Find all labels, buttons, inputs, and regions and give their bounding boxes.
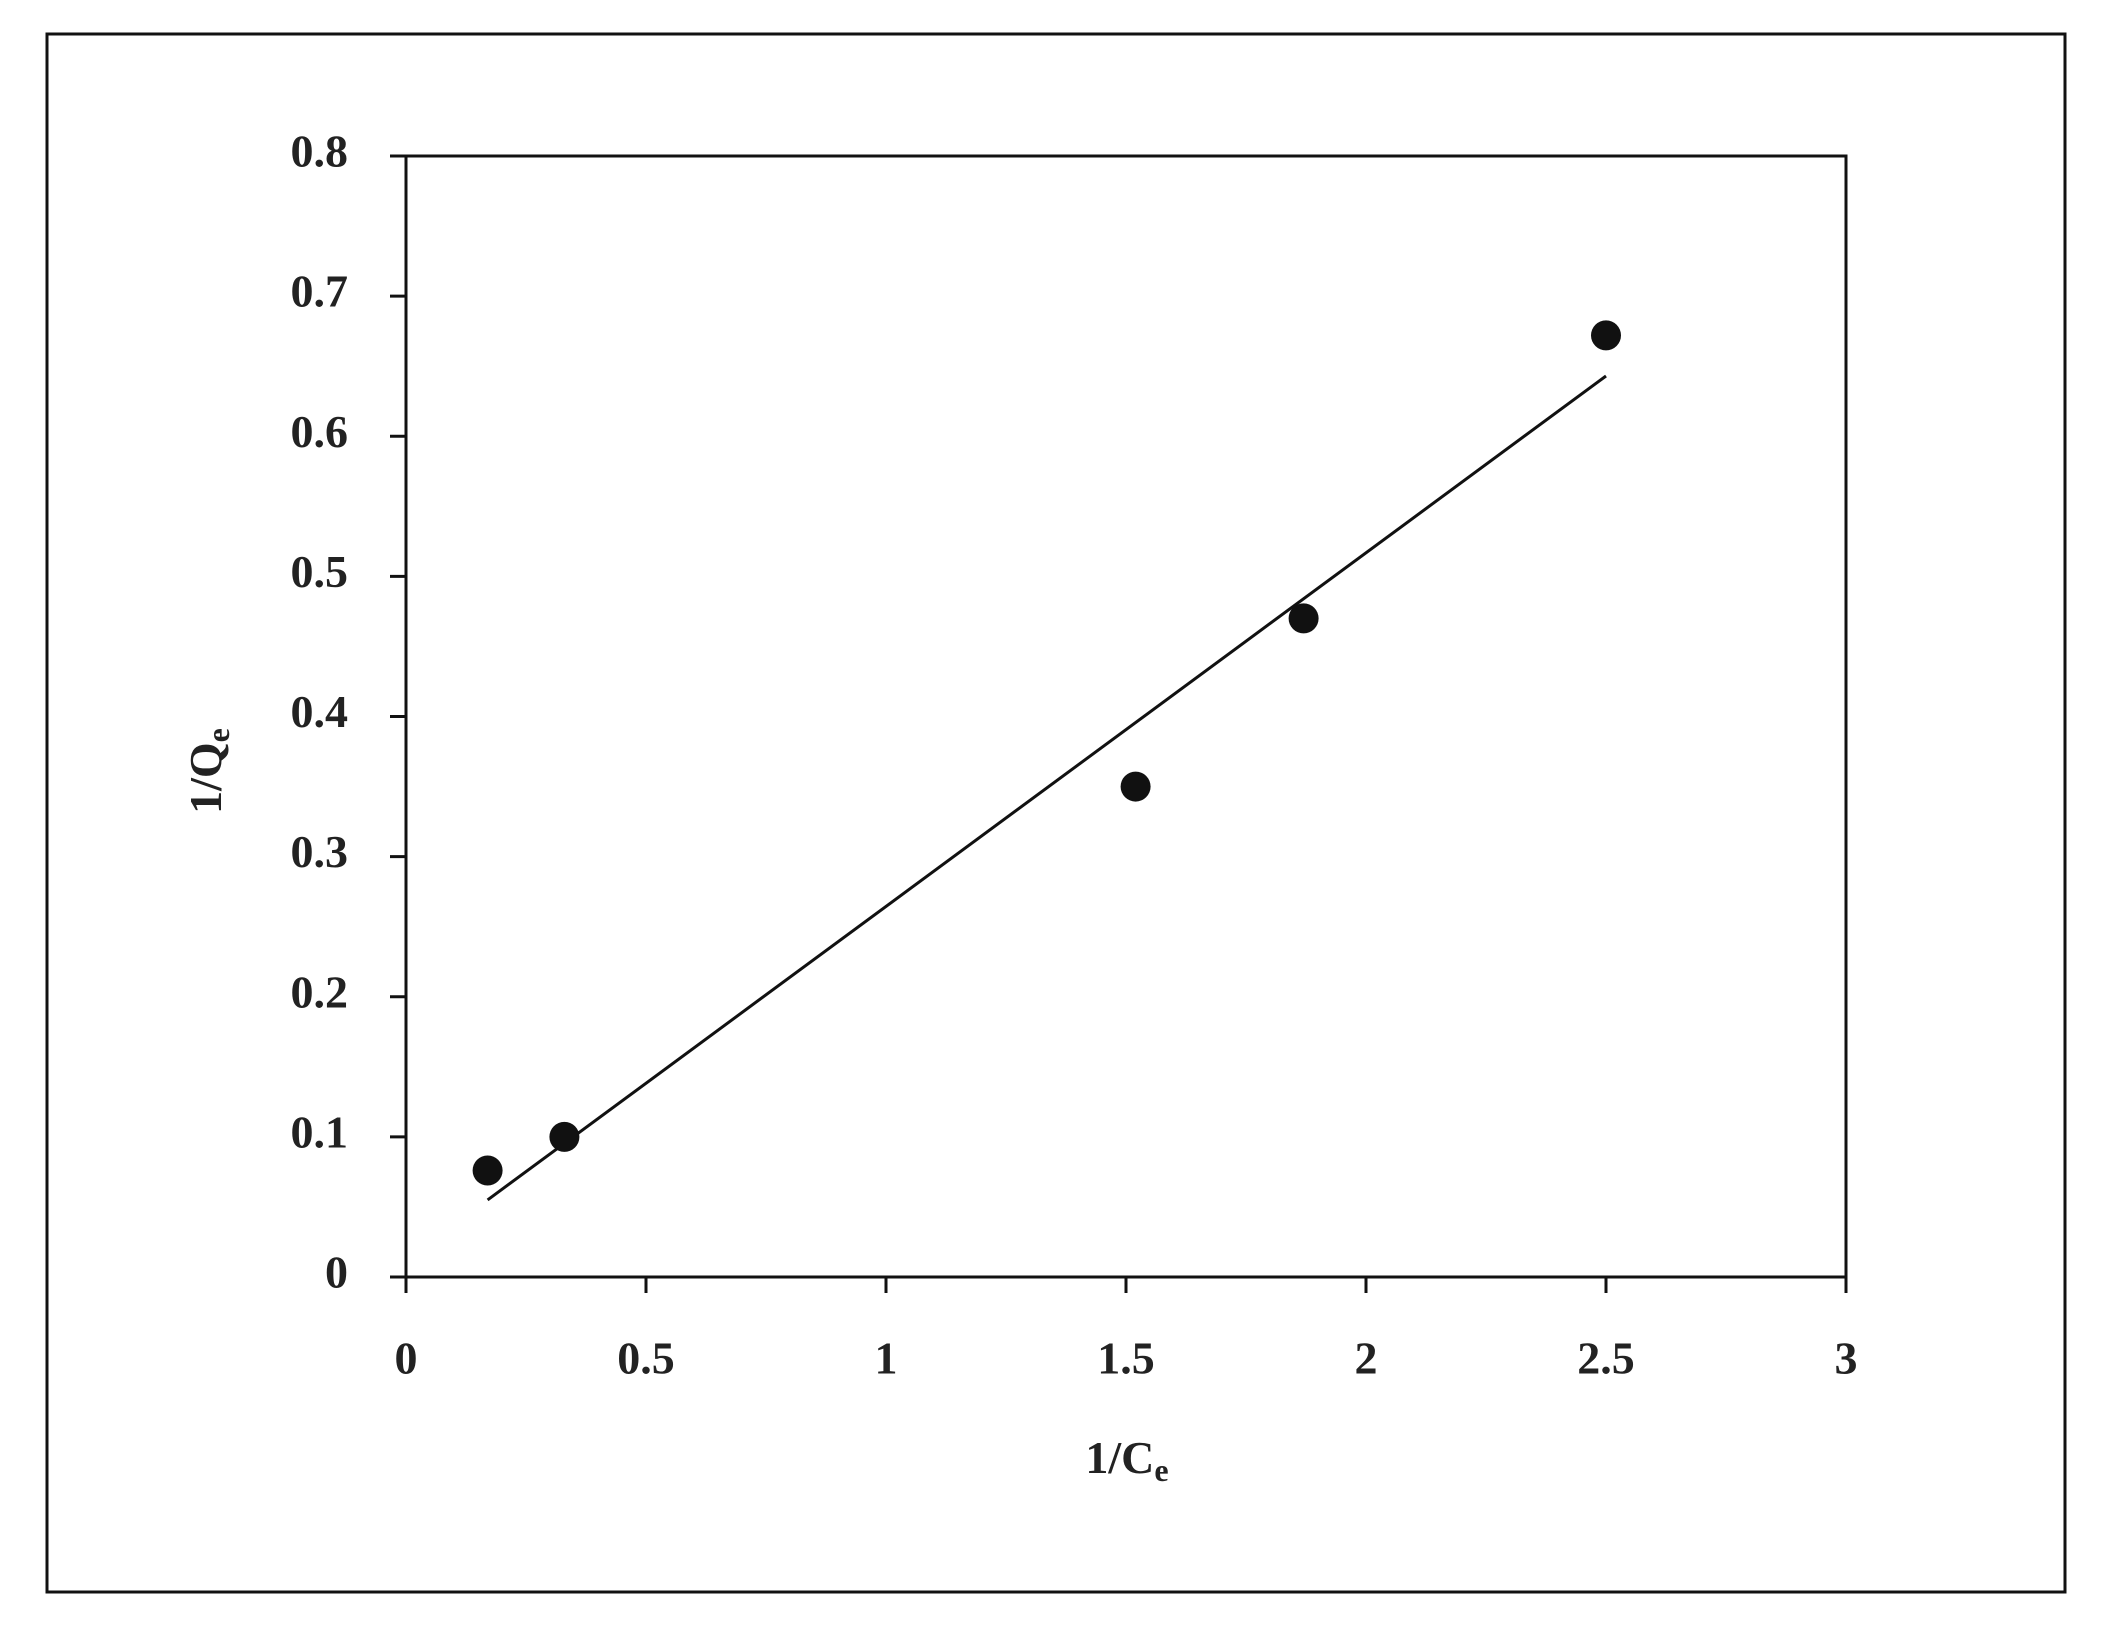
y-axis-label: 1/Qe bbox=[180, 728, 237, 814]
y-tick-label: 0.7 bbox=[291, 266, 349, 317]
y-tick-label: 0.1 bbox=[291, 1106, 349, 1157]
x-tick-label: 2.5 bbox=[1577, 1333, 1635, 1384]
data-point bbox=[1591, 320, 1621, 351]
y-tick-label: 0.4 bbox=[291, 686, 349, 737]
y-tick-label: 0.2 bbox=[291, 966, 349, 1017]
y-tick-label: 0.8 bbox=[291, 126, 349, 177]
y-label-sub: e bbox=[200, 728, 236, 742]
data-point bbox=[472, 1155, 503, 1186]
y-tick-label: 0.5 bbox=[291, 546, 349, 597]
x-tick-label: 1 bbox=[875, 1333, 898, 1384]
data-point bbox=[549, 1121, 580, 1152]
frame bbox=[45, 32, 2067, 1594]
y-tick-label: 0 bbox=[325, 1247, 348, 1298]
x-tick-label: 0 bbox=[395, 1333, 418, 1384]
x-label-text: 1/C bbox=[1085, 1432, 1154, 1483]
y-tick-label: 0.6 bbox=[291, 406, 349, 457]
trendline bbox=[486, 374, 1607, 1202]
x-axis-label: 1/Ce bbox=[1085, 1432, 1168, 1489]
x-tick-label: 2 bbox=[1355, 1333, 1378, 1384]
plot-area bbox=[404, 154, 1848, 1279]
y-label-text: 1/Q bbox=[180, 742, 231, 814]
x-tick-label: 1.5 bbox=[1097, 1333, 1155, 1384]
x-label-sub: e bbox=[1154, 1452, 1168, 1488]
x-tick-label: 0.5 bbox=[617, 1333, 675, 1384]
y-tick-label: 0.3 bbox=[291, 826, 349, 877]
data-point bbox=[1120, 771, 1151, 802]
x-tick-label: 3 bbox=[1835, 1333, 1858, 1384]
data-point bbox=[1288, 603, 1319, 634]
